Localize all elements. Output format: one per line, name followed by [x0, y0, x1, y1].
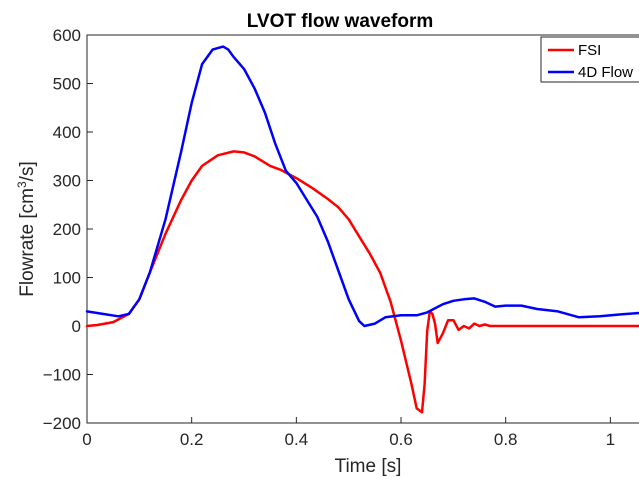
- legend-label-fsi: FSI: [578, 42, 601, 59]
- y-axis-label-superscript: 3: [15, 181, 29, 188]
- x-axis: 0 0.2 0.4 0.6 0.8 1: [82, 417, 615, 449]
- y-axis: −200 −100 0 100 200 300 400 500 600: [43, 26, 93, 433]
- y-tick-label: −100: [43, 366, 81, 385]
- y-tick-label: 300: [53, 172, 81, 191]
- y-axis-label-tail: /s]: [17, 161, 38, 181]
- series-line-4d-flow: [85, 45, 639, 328]
- legend-label-4d-flow: 4D Flow: [578, 64, 633, 81]
- x-tick-label: 0.4: [285, 430, 309, 449]
- y-axis-label: Flowrate [cm3/s]: [15, 161, 38, 297]
- x-tick-label: 0.2: [180, 430, 204, 449]
- x-tick-label: 0.8: [494, 430, 518, 449]
- x-axis-label: Time [s]: [335, 456, 402, 477]
- y-tick-label: 500: [53, 75, 81, 94]
- plot-frame: [86, 34, 639, 424]
- chart-title: LVOT flow waveform: [247, 11, 434, 32]
- y-tick-label: 400: [53, 123, 81, 142]
- x-tick-label: 0: [82, 430, 91, 449]
- x-tick-label: 0.6: [389, 430, 413, 449]
- plot-area: [86, 34, 639, 424]
- x-tick-label: 1: [606, 430, 615, 449]
- y-tick-label: 600: [53, 26, 81, 45]
- series-layer: [85, 45, 639, 414]
- y-tick-label: 200: [53, 220, 81, 239]
- y-tick-label: 0: [72, 317, 81, 336]
- legend-box: [540, 36, 639, 83]
- y-tick-label: 100: [53, 269, 81, 288]
- series-line-fsi: [85, 150, 639, 414]
- y-tick-label: −200: [43, 414, 81, 433]
- y-axis-label-main: Flowrate [cm: [17, 188, 38, 297]
- legend: FSI 4D Flow: [540, 36, 639, 83]
